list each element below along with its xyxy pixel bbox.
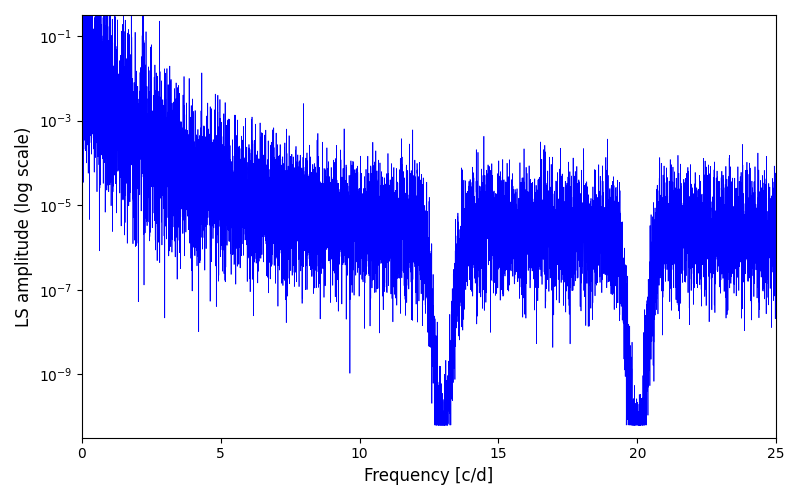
X-axis label: Frequency [c/d]: Frequency [c/d]	[364, 467, 494, 485]
Y-axis label: LS amplitude (log scale): LS amplitude (log scale)	[15, 126, 33, 326]
